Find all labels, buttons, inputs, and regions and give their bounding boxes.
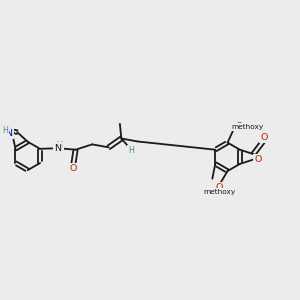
Text: O: O [70,164,77,173]
Text: O: O [216,183,223,192]
Text: H: H [57,141,62,150]
Text: H: H [2,126,8,135]
Text: O: O [260,133,267,142]
Text: methoxy: methoxy [203,189,236,195]
Text: N: N [54,144,61,153]
Text: N: N [5,129,12,138]
Text: H: H [128,146,134,155]
Text: methoxy: methoxy [232,124,264,130]
Text: O: O [236,122,243,131]
Text: O: O [255,155,262,164]
